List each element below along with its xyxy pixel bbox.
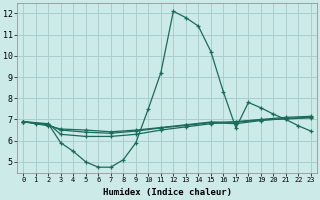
X-axis label: Humidex (Indice chaleur): Humidex (Indice chaleur) <box>103 188 232 197</box>
